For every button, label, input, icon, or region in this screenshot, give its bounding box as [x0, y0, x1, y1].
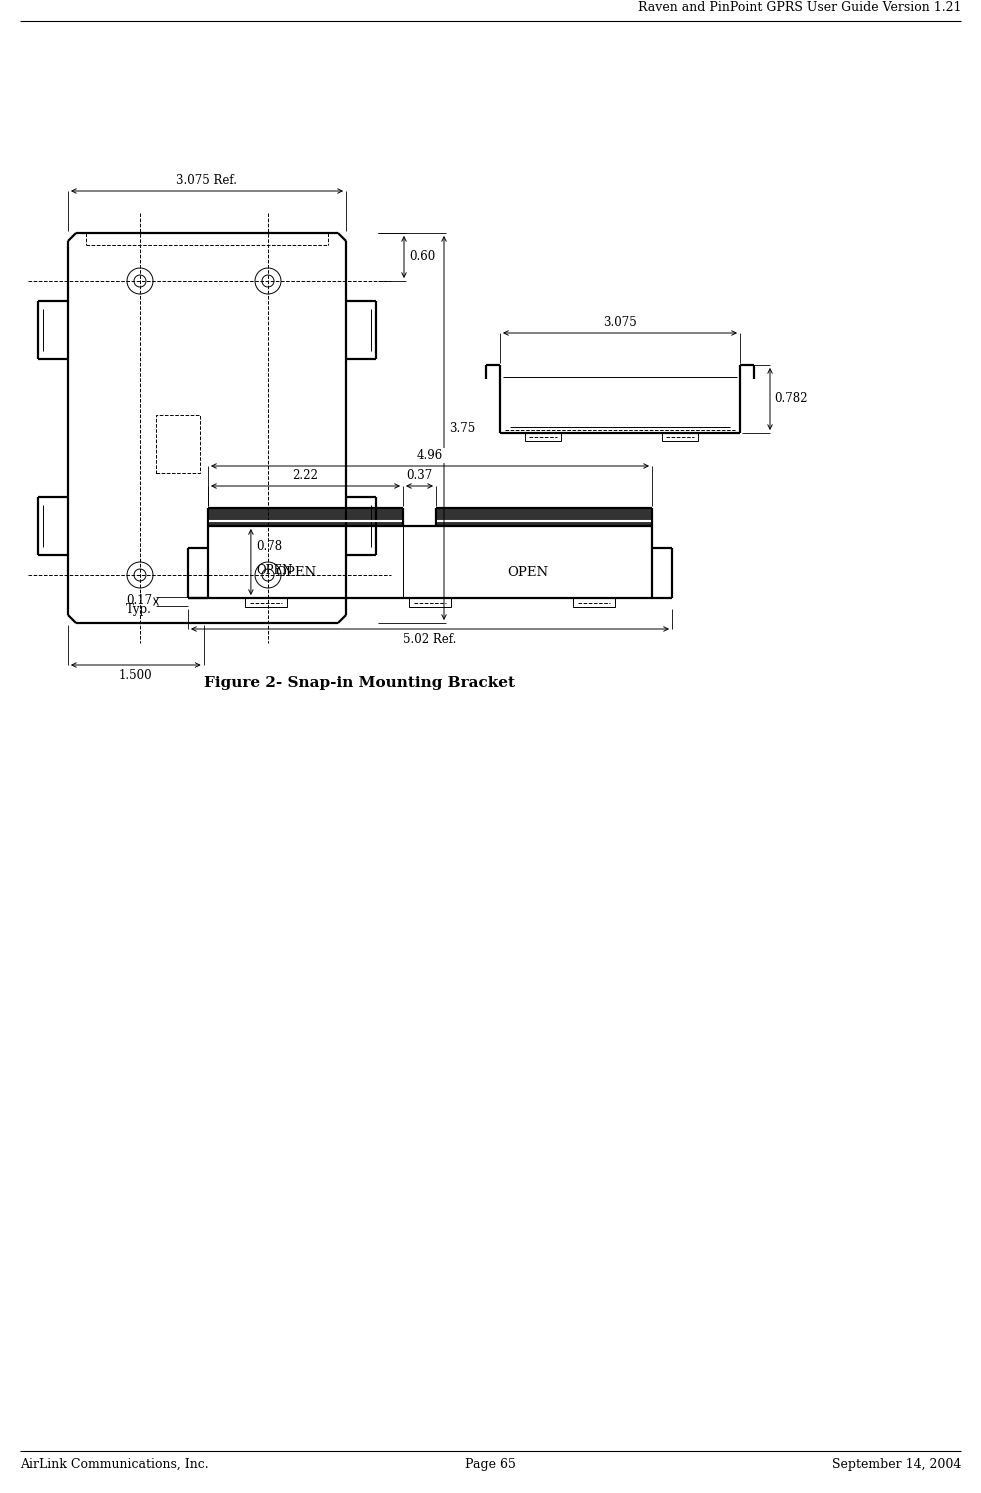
Bar — [244, 599, 286, 608]
Text: 3.75: 3.75 — [449, 421, 475, 434]
Bar — [156, 415, 200, 473]
Bar — [409, 599, 451, 608]
Text: OPEN: OPEN — [507, 566, 548, 579]
Bar — [208, 508, 403, 526]
Text: 4.96: 4.96 — [417, 449, 443, 461]
Text: AirLink Communications, Inc.: AirLink Communications, Inc. — [20, 1459, 209, 1471]
Text: 0.17: 0.17 — [126, 594, 152, 606]
Text: OPEN: OPEN — [256, 564, 292, 578]
Text: Page 65: Page 65 — [465, 1459, 515, 1471]
Text: Raven and PinPoint GPRS User Guide Version 1.21: Raven and PinPoint GPRS User Guide Versi… — [638, 1, 961, 13]
Text: September 14, 2004: September 14, 2004 — [832, 1459, 961, 1471]
Text: Figure 2- Snap-in Mounting Bracket: Figure 2- Snap-in Mounting Bracket — [204, 676, 515, 690]
Text: 5.02 Ref.: 5.02 Ref. — [403, 633, 457, 646]
Text: 0.782: 0.782 — [774, 393, 807, 406]
Text: 1.500: 1.500 — [119, 669, 153, 682]
Text: 0.60: 0.60 — [409, 251, 436, 263]
Text: 0.37: 0.37 — [406, 469, 433, 482]
Text: 3.075 Ref.: 3.075 Ref. — [177, 175, 237, 187]
Text: 3.075: 3.075 — [603, 317, 637, 328]
Text: Typ.: Typ. — [127, 603, 152, 617]
Bar — [662, 433, 698, 440]
Bar — [436, 508, 652, 526]
Bar — [573, 599, 615, 608]
Bar — [525, 433, 561, 440]
Text: OPEN: OPEN — [276, 566, 316, 579]
Text: 2.22: 2.22 — [292, 469, 319, 482]
Text: 0.78: 0.78 — [256, 539, 282, 552]
